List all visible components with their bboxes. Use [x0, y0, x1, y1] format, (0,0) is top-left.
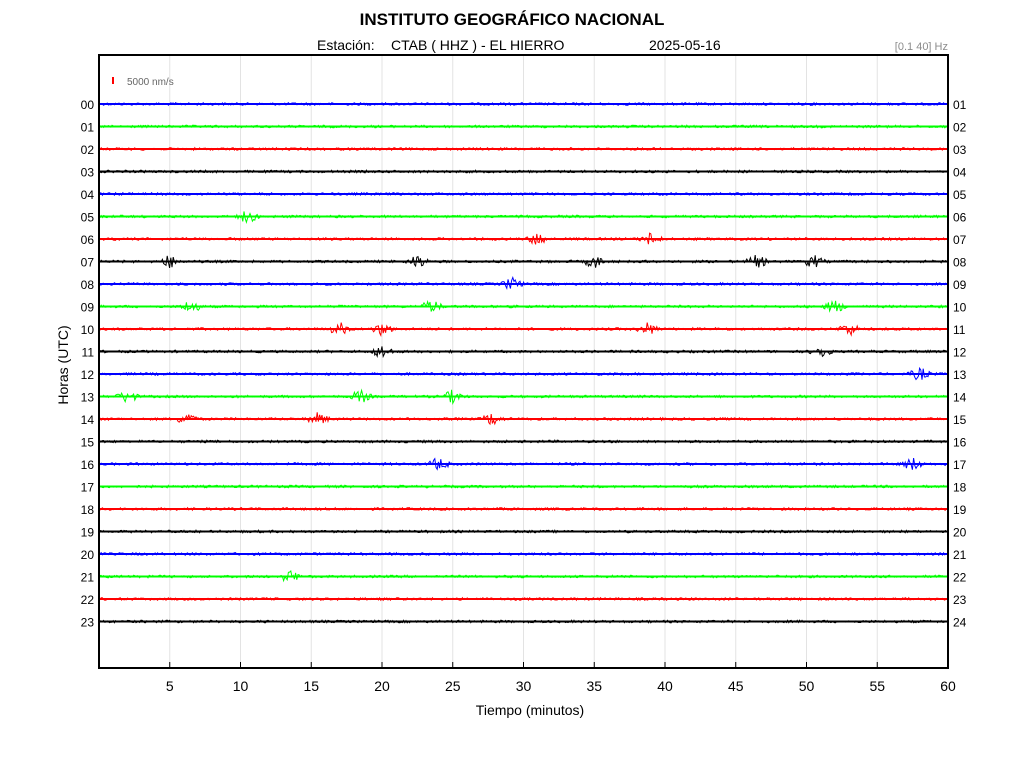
trace-group — [99, 101, 947, 624]
hour-label-left: 02 — [81, 143, 95, 157]
x-tick-label: 50 — [799, 678, 815, 694]
hour-label-right: 20 — [953, 526, 967, 540]
hour-label-right: 07 — [953, 233, 967, 247]
hour-label-left: 04 — [81, 188, 95, 202]
hour-label-left: 12 — [81, 368, 95, 382]
x-tick-label: 25 — [445, 678, 461, 694]
hour-label-left: 16 — [81, 458, 95, 472]
plot-frame — [98, 54, 949, 669]
filter-band: [0.1 40] Hz — [894, 41, 948, 53]
x-tick-label: 45 — [728, 678, 744, 694]
hour-label-right: 19 — [953, 503, 967, 517]
hour-label-left: 11 — [82, 346, 95, 360]
hour-label-right: 13 — [953, 368, 967, 382]
x-tick-label: 30 — [516, 678, 532, 694]
hour-label-left: 01 — [81, 121, 95, 135]
hour-label-left: 20 — [81, 548, 95, 562]
hour-label-left: 07 — [81, 256, 95, 270]
x-tick-label: 35 — [586, 678, 602, 694]
x-tick-label: 40 — [657, 678, 673, 694]
hour-label-right: 05 — [953, 188, 967, 202]
hour-label-right: 22 — [953, 571, 967, 585]
hour-label-left: 13 — [81, 391, 95, 405]
hour-label-right: 06 — [953, 211, 967, 225]
grid-lines — [169, 55, 949, 668]
hour-label-right: 12 — [953, 346, 967, 360]
hour-label-left: 10 — [81, 323, 95, 337]
label-group: 5 10 15 20 25 30 35 40 45 50 55 60 00 01 01 02 02 03 03 04 0… — [81, 98, 967, 694]
station-name: CTAB ( HHZ ) - EL HIERRO — [391, 37, 565, 53]
x-tick-label: 20 — [374, 678, 390, 694]
hour-label-left: 14 — [81, 413, 95, 427]
station-label: Estación: — [317, 37, 375, 53]
scale-bar — [112, 77, 114, 84]
hour-label-left: 17 — [81, 481, 95, 495]
chart-date: 2025-05-16 — [649, 37, 721, 53]
hour-label-right: 23 — [953, 593, 967, 607]
hour-label-right: 15 — [953, 413, 967, 427]
x-tick-label: 5 — [166, 678, 174, 694]
hour-label-left: 19 — [81, 526, 95, 540]
x-axis-label: Tiempo (minutos) — [476, 702, 584, 718]
hour-label-right: 04 — [953, 166, 967, 180]
hour-label-right: 16 — [953, 436, 967, 450]
y-axis-label: Horas (UTC) — [55, 325, 71, 404]
hour-label-left: 22 — [81, 593, 95, 607]
hour-label-left: 03 — [81, 166, 95, 180]
hour-label-right: 18 — [953, 481, 967, 495]
hour-label-right: 11 — [953, 323, 966, 337]
hour-label-left: 18 — [81, 503, 95, 517]
x-tick-label: 60 — [940, 678, 956, 694]
hour-label-right: 01 — [953, 98, 967, 112]
hour-label-right: 02 — [953, 121, 967, 135]
hour-label-right: 24 — [953, 616, 967, 630]
x-tick-label: 55 — [869, 678, 885, 694]
hour-label-left: 21 — [81, 571, 95, 585]
hour-label-right: 09 — [953, 278, 967, 292]
scale-label: 5000 nm/s — [127, 77, 174, 88]
hour-label-right: 03 — [953, 143, 967, 157]
hour-label-left: 08 — [81, 278, 95, 292]
hour-label-right: 10 — [953, 301, 967, 315]
chart-title: INSTITUTO GEOGRÁFICO NACIONAL — [359, 10, 665, 29]
hour-label-left: 00 — [81, 98, 95, 112]
hour-label-left: 09 — [81, 301, 95, 315]
x-tick-label: 15 — [303, 678, 319, 694]
hour-label-right: 14 — [953, 391, 967, 405]
hour-label-right: 17 — [953, 458, 967, 472]
hour-label-left: 05 — [81, 211, 95, 225]
hour-label-left: 15 — [81, 436, 95, 450]
hour-label-left: 06 — [81, 233, 95, 247]
hour-label-left: 23 — [81, 616, 95, 630]
x-tick-label: 10 — [233, 678, 249, 694]
hour-label-right: 08 — [953, 256, 967, 270]
hour-label-right: 21 — [953, 548, 967, 562]
